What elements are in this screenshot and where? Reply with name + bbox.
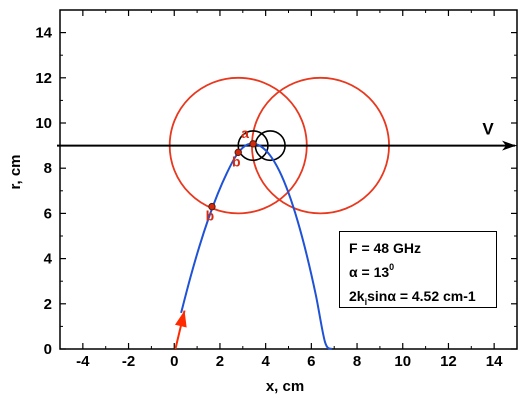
point-label-b: b	[206, 208, 215, 224]
y-tick-label: 14	[35, 25, 52, 42]
y-tick-label: 0	[44, 341, 52, 358]
x-tick-label: 8	[353, 353, 361, 370]
y-tick-label: 12	[35, 70, 52, 87]
x-tick-label: 6	[307, 353, 315, 370]
angle-text: α = 130	[349, 260, 496, 284]
velocity-label: V	[482, 120, 494, 139]
point-label-a: a	[241, 125, 249, 141]
launch-arrow-head	[174, 310, 187, 328]
angle-value: = 13	[357, 264, 390, 280]
trajectory-curve	[180, 142, 333, 350]
trajectory-group	[174, 142, 333, 350]
x-axis-title: x, cm	[266, 378, 304, 395]
formula-subscript: i	[364, 297, 368, 307]
beam-line-group: V	[57, 120, 516, 151]
point-marker-a	[249, 140, 257, 148]
x-tick-label: 12	[440, 353, 457, 370]
frequency-text: F = 48 GHz	[349, 240, 421, 256]
parameters-box: F = 48 GHz α = 130 2kisinα = 4.52 cm-1	[339, 231, 497, 308]
angle-degree: 0	[389, 262, 395, 272]
y-tick-label: 4	[44, 251, 53, 268]
x-tick-label: -2	[122, 353, 135, 370]
y-tick-label: 2	[44, 296, 52, 313]
formula-text: 2kisinα = 4.52 cm-1	[349, 284, 496, 308]
y-axis-ticks: 0 2 4 6 8 10 12 14	[35, 9, 517, 358]
points-group: abb	[206, 125, 257, 224]
formula-suffix: sinα = 4.52 cm-1	[367, 288, 476, 304]
y-tick-label: 8	[44, 160, 52, 177]
x-tick-label: 10	[394, 353, 411, 370]
x-tick-label: -4	[76, 353, 90, 370]
y-tick-label: 10	[35, 115, 52, 132]
point-marker-b	[208, 202, 216, 211]
y-tick-label: 6	[44, 205, 52, 222]
x-axis-ticks: -4 -2 0 2 4 6 8 10 12 14	[59, 10, 518, 370]
x-tick-label: 4	[261, 353, 270, 370]
x-tick-label: 2	[216, 353, 224, 370]
formula-prefix: 2k	[349, 288, 365, 304]
point-marker-b	[234, 148, 242, 157]
x-tick-label: 14	[486, 353, 503, 370]
point-label-b: b	[232, 153, 241, 169]
x-tick-label: 0	[170, 353, 178, 370]
alpha-symbol: α	[349, 264, 358, 280]
y-axis-title: r, cm	[7, 154, 24, 189]
